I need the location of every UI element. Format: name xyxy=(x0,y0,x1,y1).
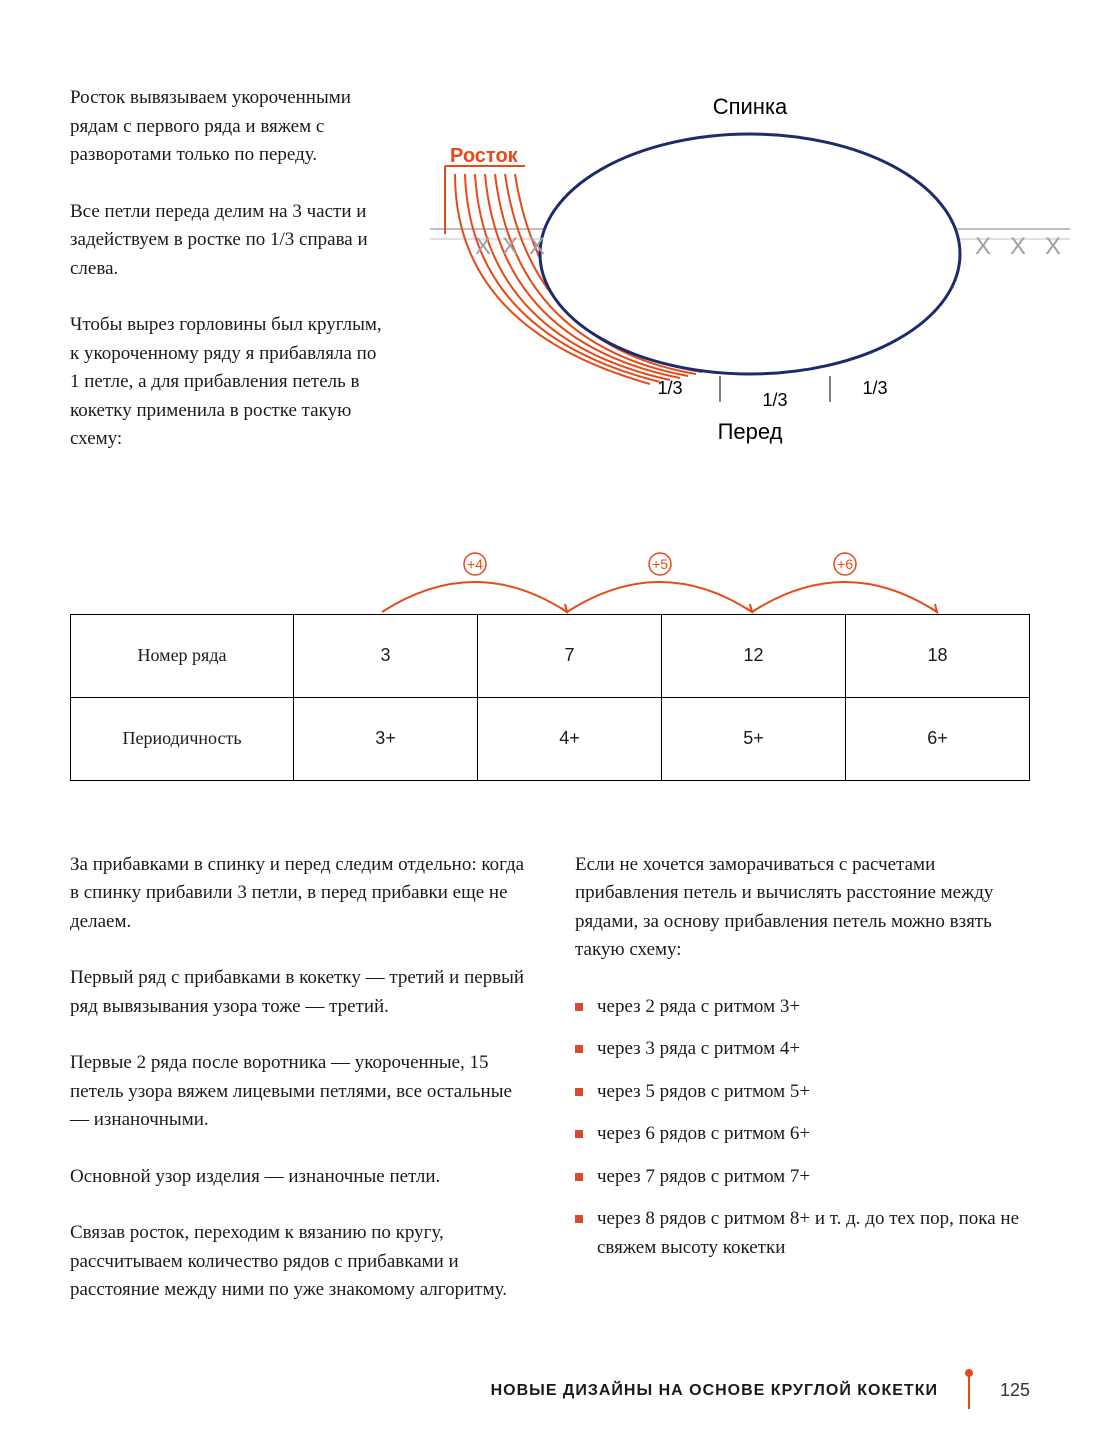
list-item: через 7 рядов с ритмом 7+ xyxy=(575,1163,1030,1192)
table-cell: 18 xyxy=(846,614,1030,697)
increment-arcs: +4 +5 +6 xyxy=(70,542,1030,614)
list-item: через 8 рядов с ритмом 8+ и т. д. до тех… xyxy=(575,1205,1030,1262)
x-mark: X xyxy=(975,233,991,260)
neckline-ellipse xyxy=(540,134,960,374)
x-mark: X xyxy=(502,233,518,260)
rhythm-list: через 2 ряда с ритмом 3+ через 3 ряда с … xyxy=(575,993,1030,1263)
increment-table: Номер ряда 3 7 12 18 Периодичность 3+ 4+… xyxy=(70,614,1030,781)
arc-badge: +6 xyxy=(837,556,853,572)
x-mark: X xyxy=(529,233,545,260)
x-mark: X xyxy=(1045,233,1061,260)
arc-badge: +5 xyxy=(652,556,668,572)
bottom-right-column: Если не хочется заморачиваться с расчета… xyxy=(575,851,1030,1333)
list-item: через 2 ряда с ритмом 3+ xyxy=(575,993,1030,1022)
frac-label: 1/3 xyxy=(762,390,787,410)
left-p4: Основной узор изделия — изнаночные петли… xyxy=(70,1163,525,1192)
intro-p1: Росток вывязываем укороченными рядам с п… xyxy=(70,84,390,170)
left-p2: Первый ряд с прибавками в кокетку — трет… xyxy=(70,964,525,1021)
table-cell: 5+ xyxy=(662,697,846,780)
diagram-label-bottom: Перед xyxy=(718,419,783,444)
left-p5: Связав росток, переходим к вязанию по кр… xyxy=(70,1219,525,1305)
frac-label: 1/3 xyxy=(657,378,682,398)
footer-title: НОВЫЕ ДИЗАЙНЫ НА ОСНОВЕ КРУГЛОЙ КОКЕТКИ xyxy=(491,1379,938,1403)
bottom-left-column: За прибавками в спинку и перед следим от… xyxy=(70,851,525,1333)
table-row: Номер ряда 3 7 12 18 xyxy=(71,614,1030,697)
table-cell: 12 xyxy=(662,614,846,697)
x-mark: X xyxy=(1010,233,1026,260)
table-cell: 7 xyxy=(478,614,662,697)
list-item: через 5 рядов с ритмом 5+ xyxy=(575,1078,1030,1107)
list-item: через 6 рядов с ритмом 6+ xyxy=(575,1120,1030,1149)
table-cell: 3 xyxy=(294,614,478,697)
diagram-label-top: Спинка xyxy=(713,94,788,119)
intro-text-column: Росток вывязываем укороченными рядам с п… xyxy=(70,84,390,482)
table-cell: 6+ xyxy=(846,697,1030,780)
right-intro: Если не хочется заморачиваться с расчета… xyxy=(575,851,1030,965)
diagram-label-rostock: Росток xyxy=(450,145,519,167)
page-number: 125 xyxy=(1000,1377,1030,1404)
list-item: через 3 ряда с ритмом 4+ xyxy=(575,1035,1030,1064)
intro-p2: Все петли переда делим на 3 части и заде… xyxy=(70,198,390,284)
neckline-diagram: Спинка Росток xyxy=(430,84,1070,482)
frac-label: 1/3 xyxy=(862,378,887,398)
x-mark: X xyxy=(475,233,491,260)
left-p1: За прибавками в спинку и перед следим от… xyxy=(70,851,525,937)
row-header: Номер ряда xyxy=(71,614,294,697)
intro-p3: Чтобы вырез горловины был круглым, к уко… xyxy=(70,311,390,454)
table-cell: 4+ xyxy=(478,697,662,780)
row-header: Периодичность xyxy=(71,697,294,780)
table-cell: 3+ xyxy=(294,697,478,780)
left-p3: Первые 2 ряда после воротника — укорочен… xyxy=(70,1049,525,1135)
arc-badge: +4 xyxy=(467,556,483,572)
page-footer: НОВЫЕ ДИЗАЙНЫ НА ОСНОВЕ КРУГЛОЙ КОКЕТКИ … xyxy=(491,1373,1030,1409)
table-row: Периодичность 3+ 4+ 5+ 6+ xyxy=(71,697,1030,780)
footer-marker-icon xyxy=(968,1373,970,1409)
